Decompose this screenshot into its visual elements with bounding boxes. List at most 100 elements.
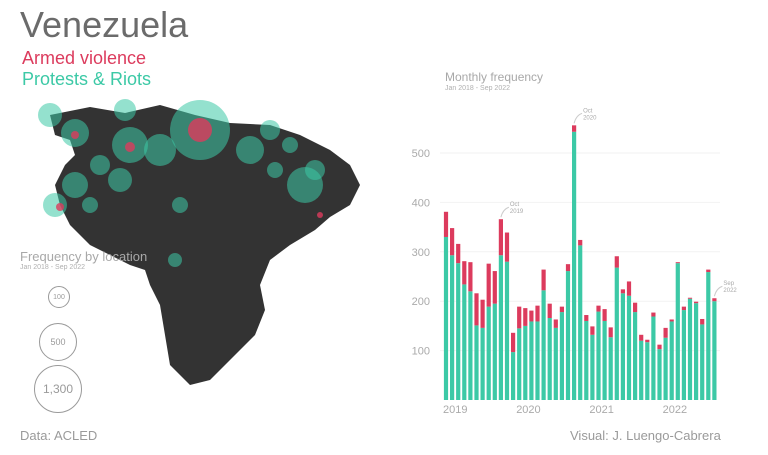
bar-armed	[681, 306, 686, 311]
bar-armed	[517, 306, 522, 329]
bar-protests	[614, 267, 619, 400]
bar-protests	[498, 255, 503, 400]
bar-protests	[450, 255, 455, 400]
bar-protests	[504, 261, 510, 400]
bar-protests	[687, 298, 693, 400]
bar-armed	[529, 310, 534, 322]
bar-armed	[553, 319, 558, 328]
bar-armed	[486, 263, 491, 307]
bar-protests	[492, 303, 497, 400]
x-tick-label: 2020	[516, 404, 540, 416]
annotation-year: 2022	[723, 288, 737, 294]
bar-armed	[639, 334, 644, 341]
annotation-year: 2020	[583, 115, 597, 121]
bar-protests	[578, 245, 583, 400]
bar-armed	[651, 312, 656, 317]
bar-armed	[480, 299, 485, 328]
page-title: Venezuela	[20, 4, 189, 45]
x-tick-label: 2021	[589, 404, 613, 416]
bar-protests	[547, 317, 552, 400]
bar-armed	[706, 269, 711, 273]
bar-protests	[712, 301, 717, 400]
bar-protests	[456, 263, 461, 400]
map-legend-title: Frequency by location	[20, 249, 148, 264]
bar-armed	[687, 297, 693, 299]
bar-armed	[511, 332, 516, 353]
bar-protests	[620, 293, 625, 400]
bar-protests	[511, 352, 516, 400]
annotation-month: Oct	[583, 108, 593, 114]
bar-armed	[712, 298, 717, 302]
bar-protests	[681, 310, 686, 400]
bar-protests	[700, 324, 705, 400]
bar-protests	[553, 327, 558, 400]
bar-protests	[523, 325, 528, 400]
bar-armed	[523, 308, 528, 326]
bar-protests	[486, 306, 491, 400]
bar-protests	[694, 303, 699, 400]
bar-armed	[602, 309, 607, 321]
legend-armed-violence: Armed violence	[22, 48, 147, 68]
y-tick-label: 400	[412, 197, 430, 209]
size-legend-100: 100	[48, 286, 70, 308]
credit: Visual: J. Luengo-Cabrera	[570, 428, 721, 443]
y-tick-label: 100	[412, 346, 430, 358]
bar-protests	[517, 328, 522, 400]
bar-armed	[663, 327, 668, 338]
bar-protests	[480, 327, 485, 400]
bar-armed	[492, 271, 497, 304]
bar-armed	[456, 243, 461, 264]
bar-protests	[608, 337, 613, 400]
bar-protests	[645, 342, 650, 400]
legend-protests-riots: Protests & Riots	[22, 69, 152, 89]
size-legend-500: 500	[39, 323, 77, 361]
bar-armed	[584, 315, 589, 321]
y-tick-label: 300	[412, 247, 430, 259]
bar-protests	[443, 236, 449, 400]
x-tick-label: 2019	[443, 404, 467, 416]
bar-protests	[559, 312, 564, 400]
bar-protests	[657, 349, 662, 400]
bar-protests	[535, 321, 540, 400]
bar-protests	[462, 284, 467, 400]
bar-armed	[596, 305, 601, 312]
annotation-leader	[500, 206, 510, 218]
bar-armed	[700, 318, 705, 325]
bar-protests	[633, 312, 638, 400]
bar-protests	[626, 295, 632, 400]
bar-armed	[645, 339, 650, 343]
bar-armed	[675, 262, 680, 264]
bar-armed	[608, 327, 613, 338]
bar-armed	[694, 301, 699, 304]
bar-armed	[547, 303, 552, 318]
bar-protests	[706, 272, 711, 400]
bar-protests	[584, 320, 589, 400]
bar-protests	[541, 290, 546, 400]
bar-protests	[572, 131, 577, 400]
bar-protests	[565, 271, 571, 400]
size-legend-1300: 1,300	[34, 365, 82, 413]
bar-protests	[663, 337, 668, 400]
bar-protests	[639, 340, 644, 400]
bar-armed	[474, 293, 479, 326]
bar-protests	[590, 334, 595, 400]
bar-armed	[450, 228, 455, 256]
data-source: Data: ACLED	[20, 428, 98, 443]
x-tick-label: 2022	[663, 404, 687, 416]
annotation-leader	[573, 112, 583, 124]
bar-armed	[614, 256, 619, 268]
bar-armed	[590, 326, 595, 335]
y-tick-label: 200	[412, 296, 430, 308]
venezuela-map	[38, 99, 360, 385]
annotation-month: Oct	[510, 202, 520, 208]
bar-protests	[602, 320, 607, 400]
bar-protests	[474, 325, 479, 400]
bar-protests	[596, 311, 601, 400]
bar-armed	[443, 211, 449, 237]
location-bubbles	[38, 99, 325, 267]
bar-armed	[462, 261, 467, 285]
bar-armed	[578, 239, 583, 246]
bar-armed	[541, 269, 546, 291]
bar-armed	[633, 302, 638, 313]
